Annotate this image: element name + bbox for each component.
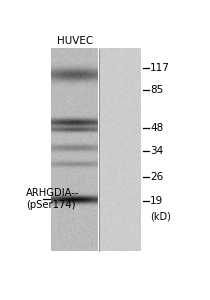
Text: HUVEC: HUVEC: [56, 36, 93, 46]
Text: 117: 117: [150, 63, 170, 73]
Text: 34: 34: [150, 146, 163, 156]
Text: 26: 26: [150, 172, 163, 182]
Text: 19: 19: [150, 196, 163, 206]
Text: ARHGDIA--: ARHGDIA--: [26, 188, 80, 198]
Text: 48: 48: [150, 122, 163, 133]
Text: (kD): (kD): [150, 212, 171, 222]
Text: 85: 85: [150, 85, 163, 95]
Text: (pSer174): (pSer174): [26, 200, 76, 210]
